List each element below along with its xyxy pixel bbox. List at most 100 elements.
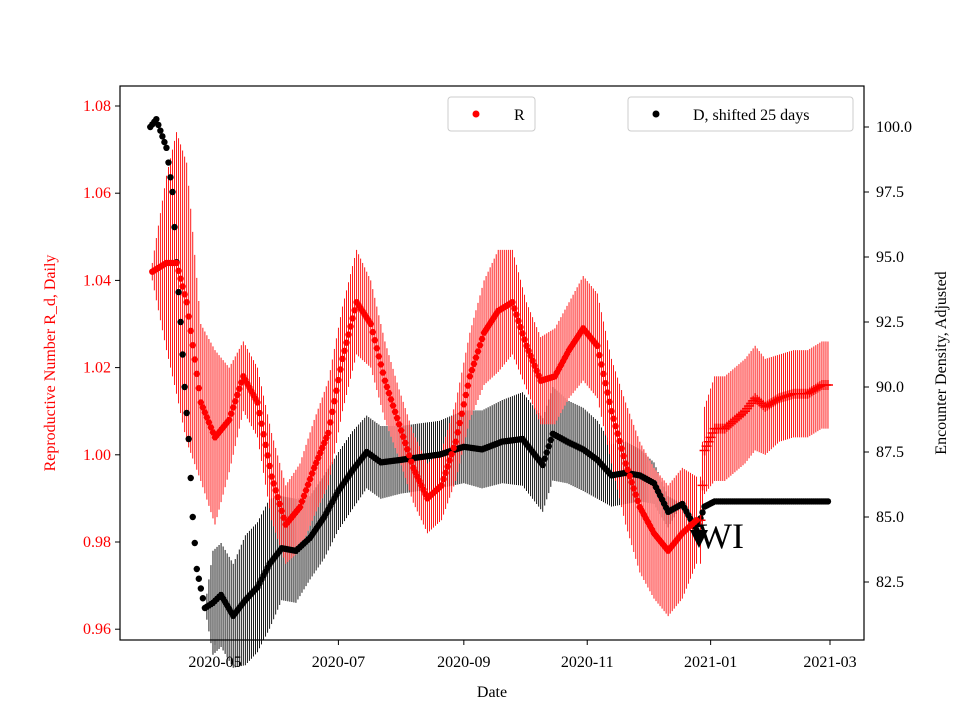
r-series-point [616,437,623,445]
r-series-point [460,401,468,408]
r-series-point [395,421,403,428]
d-series-point [157,127,164,134]
d-series-point [197,585,205,592]
y-axis-label-left: Reproductive Number R_d, Daily [42,255,59,472]
annotation-text: WI [698,516,744,556]
r-series-point [339,355,346,363]
r-series-point [513,311,520,318]
y-axis-label-right: Encounter Density, Adjusted [933,271,950,454]
d-series-point [171,223,178,231]
d-series-point [539,461,546,469]
r-series-point [343,339,350,346]
d-series-point [155,121,162,129]
r-series-point [230,404,237,411]
r-series-point [173,259,180,267]
plot-frame [119,85,865,641]
r-series-point [227,410,235,417]
r-series-point [399,433,407,440]
r-series-point [232,398,239,405]
legend-r-label: R [514,107,525,124]
r-series-point [632,491,639,498]
r-series-point [446,457,453,464]
y-tick-label-right: 85.0 [876,509,904,526]
r-series-point [515,317,522,325]
r-series-point [177,275,184,282]
r-series-point [600,370,607,378]
d-series-point [545,443,552,450]
r-series-point [438,482,445,489]
d-series-point [183,409,190,417]
d-series-point [159,133,166,140]
r-series-point [466,373,474,380]
r-series-point [321,439,328,447]
r-series-point [397,427,405,434]
legend-d: D, shifted 25 days [627,96,854,132]
r-series-point [272,487,279,494]
r-series-point [349,315,356,322]
r-series-point [401,439,409,447]
d-series-point [169,188,176,196]
r-series-point [476,341,484,349]
r-series-point [533,367,540,374]
r-series-point [266,462,273,470]
y-tick-label-right: 92.5 [876,314,904,331]
r-series-point [367,320,374,328]
r-series-point [622,460,629,467]
r-series-point [333,387,340,394]
r-series-point [323,434,330,442]
r-series-point [314,454,322,462]
r-series-point [624,466,631,473]
r-series-point [602,379,609,387]
legend-r: R [447,96,536,132]
r-series-point [280,514,287,521]
x-tick-label: 2020-07 [312,654,365,671]
r-series-point [628,479,635,486]
d-series-point [167,174,174,181]
y-tick-label-right: 90.0 [876,379,904,396]
r-series-point [620,452,627,460]
r-series-point [448,450,455,458]
annotation-arrow-icon [690,530,708,548]
r-series-point [181,291,188,298]
r-series-point [335,376,342,384]
y-tick-label-left: 1.02 [83,360,111,377]
y-tick-label-right: 95.0 [876,249,904,266]
r-series-point [509,299,516,306]
r-series-point [254,399,261,406]
d-series-point [187,474,194,482]
r-series-point [523,342,530,349]
r-series-point [377,361,385,368]
r-series-point [474,348,482,355]
d-series-point [177,318,184,326]
d-series-point [195,575,203,582]
r-series-point [634,497,642,505]
y-tick-label-left: 0.96 [83,621,111,638]
r-series-plus-point [699,445,710,456]
r-series-point [201,409,209,416]
r-series-point [612,422,619,430]
r-series-point [331,398,338,405]
y-tick-label-right: 82.5 [876,574,904,591]
r-series-point [327,419,334,426]
r-series-point [385,389,393,397]
x-tick-label: 2020-05 [188,654,241,671]
r-series-point [618,445,625,452]
x-tick-label: 2021-03 [803,654,856,671]
r-series-point [614,430,621,437]
y-tick-label-left: 0.98 [83,534,111,551]
r-series-point [525,347,532,354]
d-series-point [824,498,832,505]
r-series-point [594,342,601,349]
r-series-point [187,327,194,335]
r-series-point [403,445,411,453]
r-series-plus-point [701,441,712,452]
r-series-point [387,396,395,403]
d-series-point [541,455,548,462]
r-series-point [478,335,486,343]
r-series-point [304,481,312,488]
r-series-point [408,458,415,465]
r-series-point [373,345,381,352]
r-series-point [626,472,633,480]
r-series-point [379,369,387,376]
r-series-plus-point [697,480,708,491]
